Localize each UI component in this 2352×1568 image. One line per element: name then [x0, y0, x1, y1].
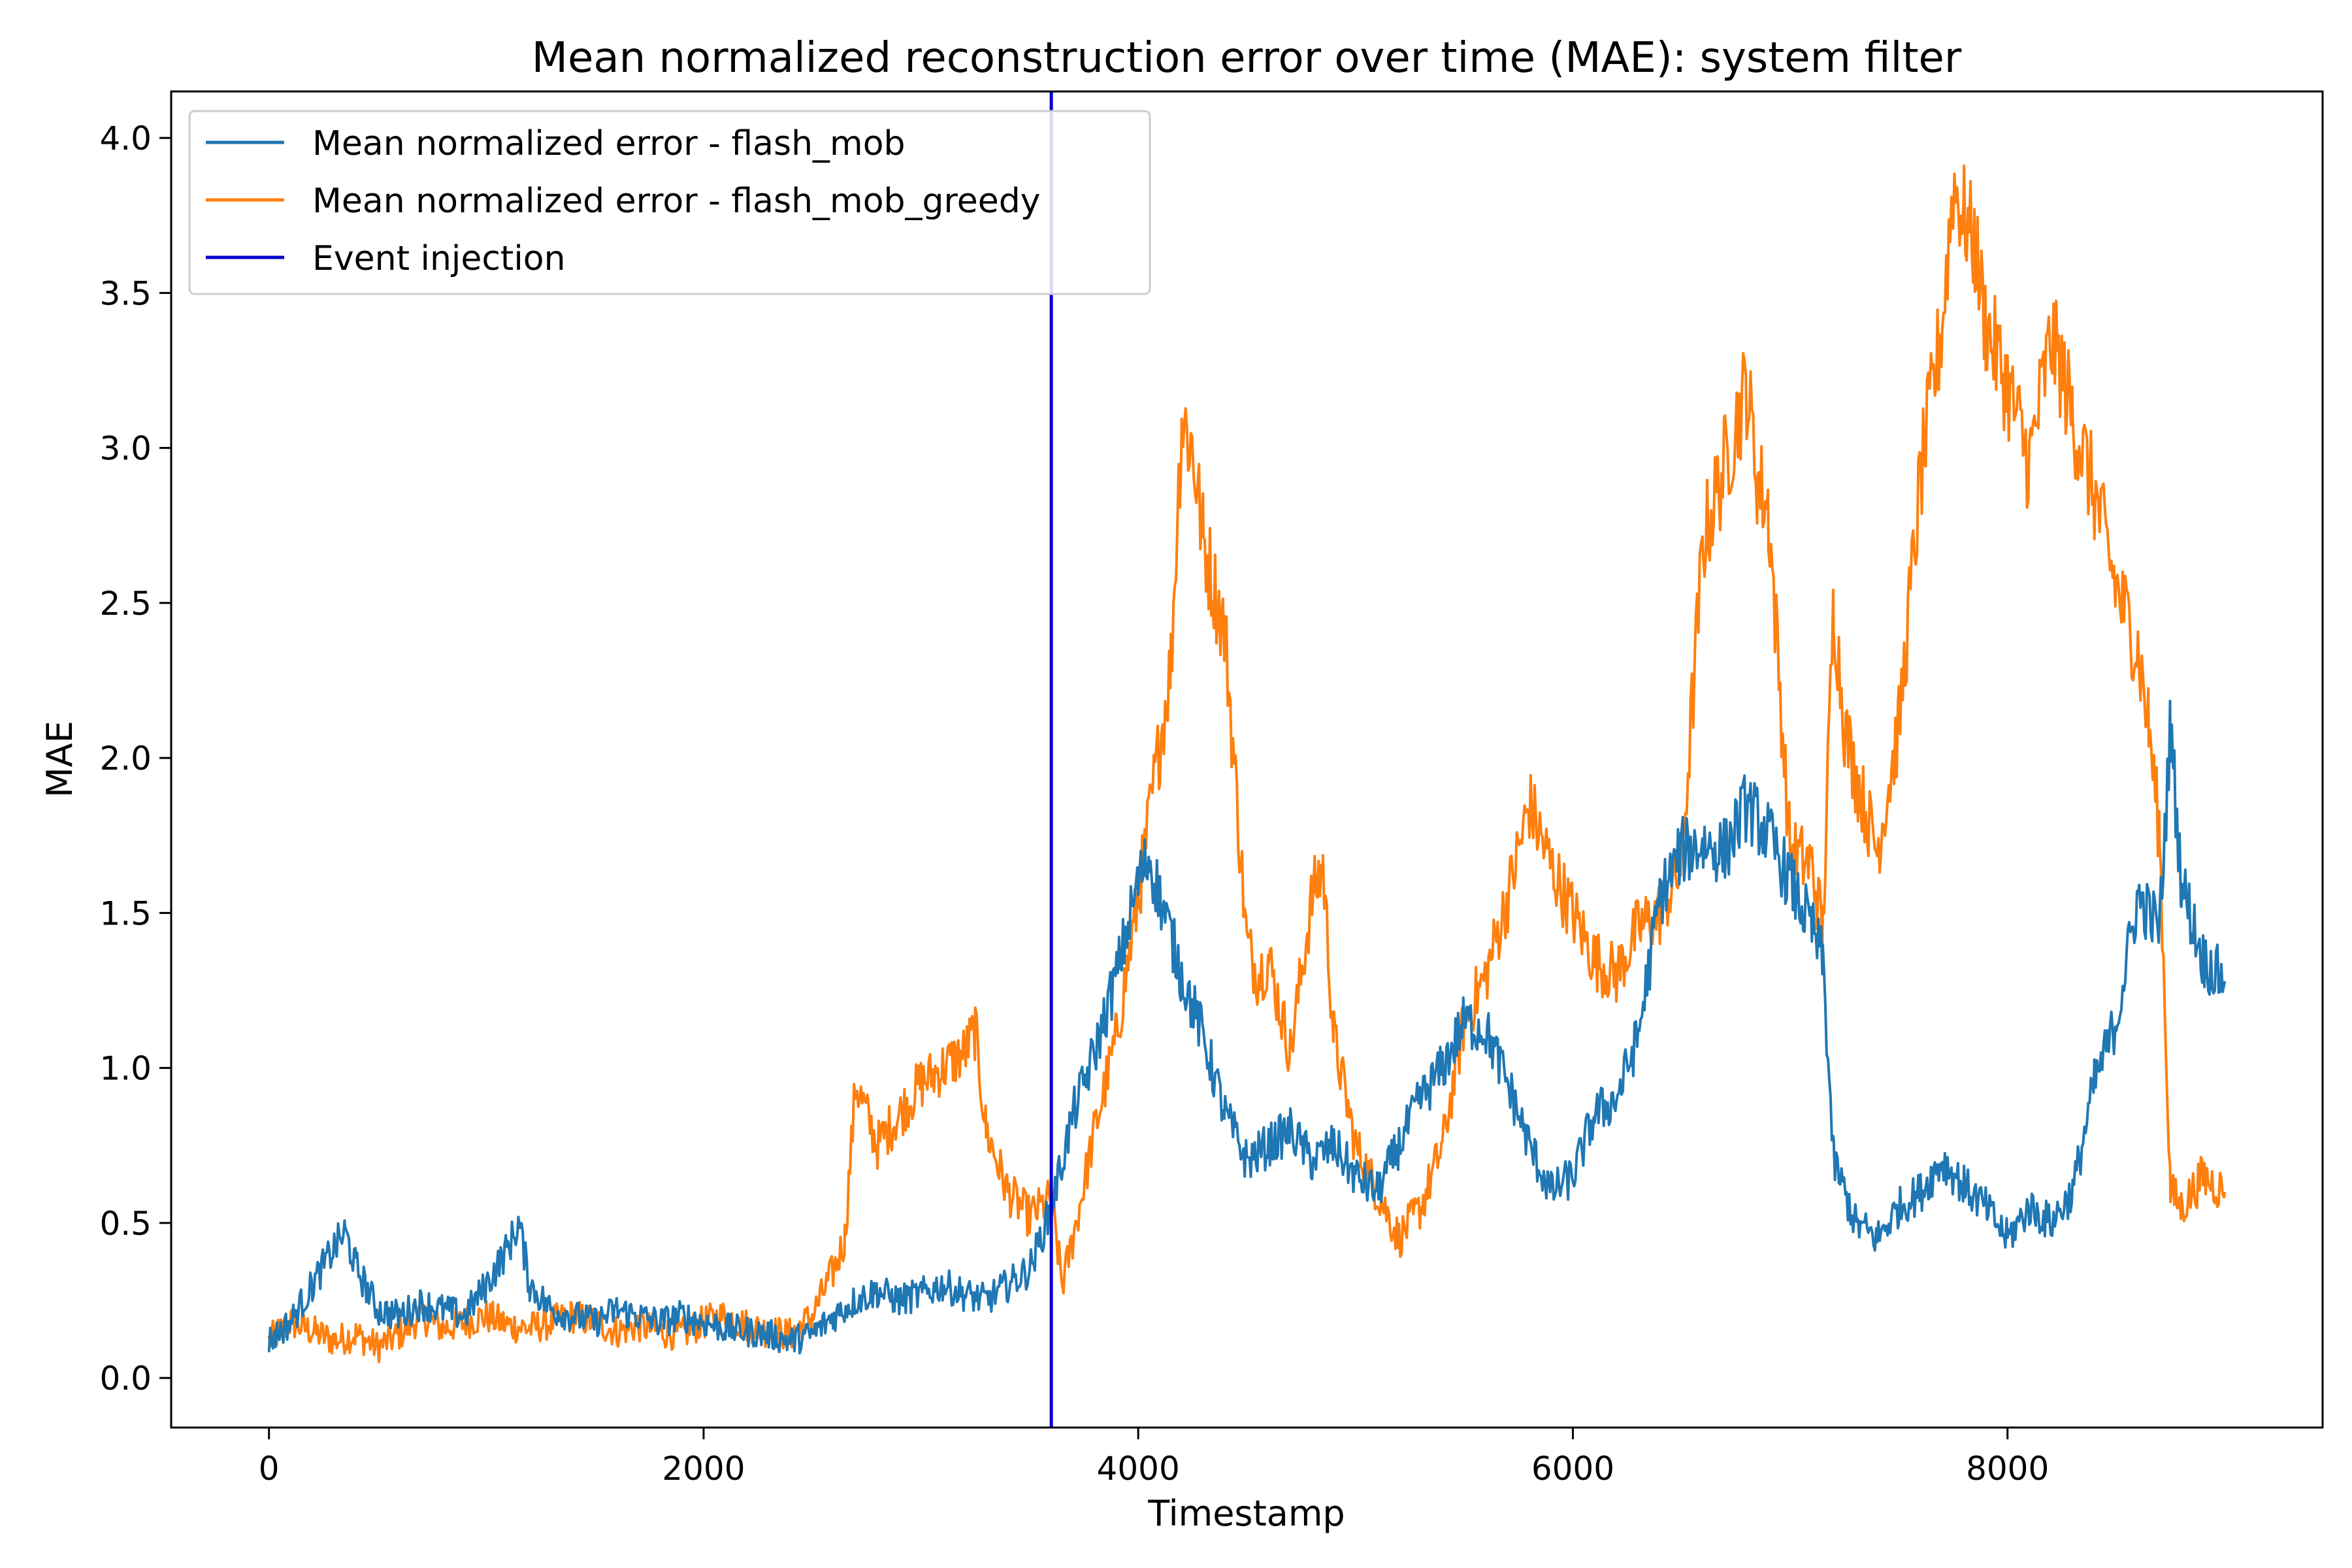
- y-axis-label: MAE: [39, 721, 80, 798]
- y-tick-label: 0.5: [99, 1205, 152, 1243]
- legend-entry-flash-mob: Mean normalized error - flash_mob: [312, 124, 906, 163]
- y-tick-label: 0.0: [99, 1360, 152, 1397]
- axes: 0 2000 4000 6000 8000 0.0 0.5 1.0 1.5 2.0 2.5 3.0 3.…: [99, 120, 2049, 1488]
- y-tick-label: 3.0: [99, 430, 152, 468]
- y-tick-label: 2.5: [99, 585, 152, 623]
- legend-entry-event-injection: Event injection: [312, 239, 566, 278]
- y-tick-label: 1.5: [99, 894, 152, 932]
- x-tick-label: 4000: [1097, 1450, 1180, 1488]
- x-tick-label: 2000: [662, 1450, 745, 1488]
- x-tick-label: 0: [259, 1450, 280, 1488]
- x-axis-label: Timestamp: [1147, 1493, 1345, 1534]
- x-tick-label: 8000: [1966, 1450, 2049, 1488]
- x-tick-label: 6000: [1531, 1450, 1614, 1488]
- legend-box: [188, 110, 1151, 295]
- y-tick-label: 4.0: [99, 120, 152, 157]
- plot-area: [267, 91, 2227, 1428]
- series-line-flash-mob: [267, 700, 2227, 1355]
- y-tick-label: 2.0: [99, 740, 152, 777]
- y-tick-label: 3.5: [99, 274, 152, 312]
- legend: Mean normalized error - flash_mob Mean n…: [188, 110, 1151, 295]
- plot-frame: [170, 90, 2324, 1429]
- legend-entry-flash-mob-greedy: Mean normalized error - flash_mob_greedy: [312, 182, 1041, 221]
- y-tick-label: 1.0: [99, 1050, 152, 1088]
- chart-title: Mean normalized reconstruction error ove…: [532, 34, 1962, 82]
